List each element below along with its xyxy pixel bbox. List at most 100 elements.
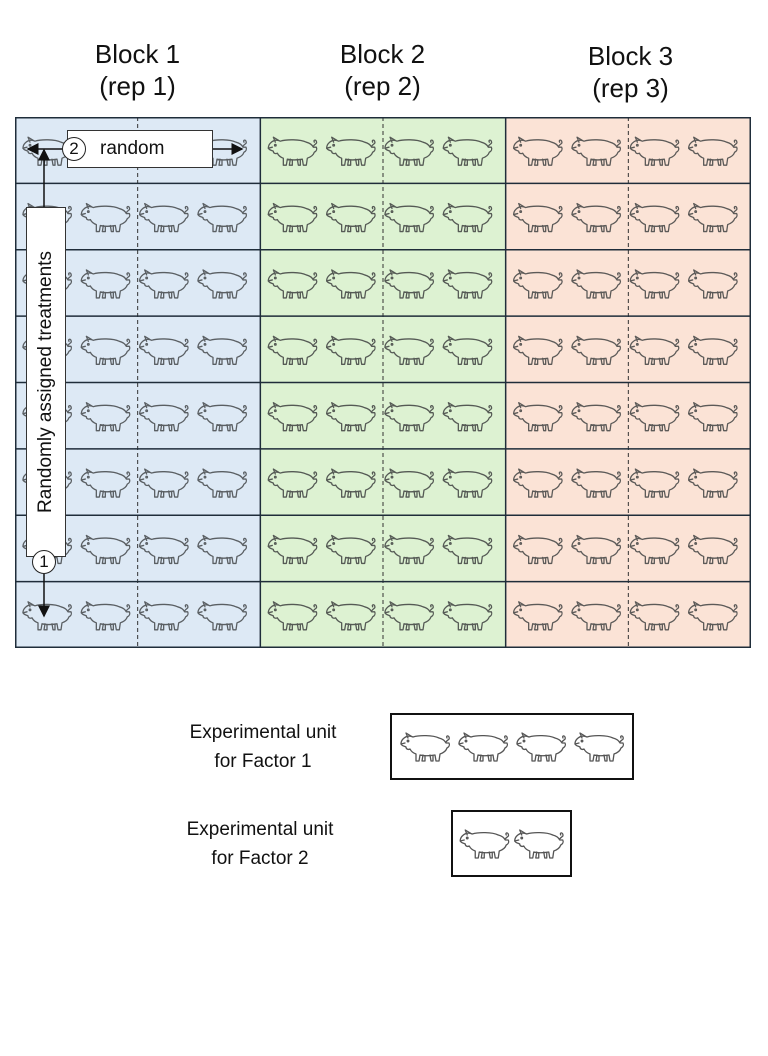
block-3-name: Block 3 (587, 41, 674, 71)
random-label: random (100, 138, 165, 159)
pig-icon (571, 136, 622, 166)
legend-factor-1-unit (390, 713, 634, 780)
pig-icon (267, 136, 318, 166)
pig-icon (688, 402, 738, 432)
pig-icon (197, 202, 248, 233)
pen-row (267, 402, 493, 432)
pen-row (22, 601, 248, 631)
pen-row (513, 269, 738, 299)
pen-row (267, 468, 493, 498)
pig-icon (629, 269, 680, 299)
pig-icon (513, 534, 563, 565)
pen-row (513, 202, 738, 233)
pen-row (267, 136, 493, 166)
pen-row (267, 335, 493, 365)
pig-icon (267, 468, 318, 498)
pig-icon (139, 601, 189, 631)
pig-icon (80, 534, 131, 565)
pig-icon (326, 136, 376, 166)
pig-icon (513, 402, 563, 432)
legend-factor-1-text: Experimental unit for Factor 1 (189, 722, 337, 772)
pig-icon (384, 468, 435, 498)
pig-icon (80, 335, 131, 365)
pig-icon (571, 269, 622, 299)
pig-icon (442, 136, 493, 166)
pen-row (513, 534, 738, 565)
pig-icon (571, 534, 622, 565)
pig-icon (442, 202, 493, 233)
pen-row (513, 402, 738, 432)
pig-icon (80, 601, 131, 631)
pig-icon (267, 269, 318, 299)
pig-icon (688, 335, 738, 365)
legend-factor-2-label: Experimental unit for Factor 2 (160, 815, 360, 873)
pig-icon (267, 202, 318, 233)
pig-icon (513, 335, 563, 365)
legend-factor-2-text: Experimental unit for Factor 2 (186, 819, 334, 869)
pig-icon (629, 468, 680, 498)
pen-row (22, 402, 248, 432)
pen-row (22, 468, 248, 498)
pig-icon (384, 136, 435, 166)
pig-icon (139, 335, 189, 365)
pig-icon (629, 136, 680, 166)
pig-icon (326, 534, 376, 565)
block-3-title: Block 3 (rep 3) (508, 40, 753, 104)
pig-icon (326, 601, 376, 631)
pig-icon (688, 534, 738, 565)
block-2-name: Block 2 (339, 39, 426, 69)
pig-icon (197, 468, 248, 498)
pig-icon (688, 601, 738, 631)
pen-row (267, 202, 493, 233)
pig-icon (513, 269, 563, 299)
pig-icon (688, 269, 738, 299)
pig-icon (688, 468, 738, 498)
legend-factor-1-label: Experimental unit for Factor 1 (163, 718, 363, 776)
pig-icon (139, 402, 189, 432)
pig-icon (513, 136, 563, 166)
pig-icon (688, 202, 738, 233)
pig-icon (384, 402, 435, 432)
pen-row (513, 601, 738, 631)
pig-icon (197, 269, 248, 299)
pig-icon (326, 269, 376, 299)
pig-icon (139, 202, 189, 233)
block-2-rep: (rep 2) (344, 71, 421, 101)
pig-icon (22, 601, 73, 631)
pen-row (267, 601, 493, 631)
pig-icon (80, 202, 131, 233)
grid-outline (15, 117, 751, 648)
pig-icon (442, 269, 493, 299)
pig-icon (629, 402, 680, 432)
pig-icon (442, 402, 493, 432)
random-label-box: random (67, 130, 213, 168)
pig-icon (629, 335, 680, 365)
pig-icon (139, 534, 189, 565)
pig-icon (400, 732, 451, 762)
legend-factor-1-pigs (400, 732, 625, 762)
pig-icon (80, 402, 131, 432)
pig-icon (267, 534, 318, 565)
pig-icon (571, 402, 622, 432)
pig-icon (513, 202, 563, 233)
pig-icon (197, 335, 248, 365)
block-2-title: Block 2 (rep 2) (260, 38, 505, 102)
pig-icon (513, 601, 563, 631)
pig-icon (384, 335, 435, 365)
step-2-badge: 2 (62, 137, 86, 161)
pig-icon (197, 601, 248, 631)
pen-row (513, 335, 738, 365)
pig-icon (442, 335, 493, 365)
pig-icon (384, 601, 435, 631)
pig-icon (513, 468, 563, 498)
pig-icon (80, 269, 131, 299)
pig-icon (571, 468, 622, 498)
pig-icon (442, 534, 493, 565)
pig-icon (629, 202, 680, 233)
treatments-label: Randomly assigned treatments (35, 251, 56, 513)
pig-icon (197, 402, 248, 432)
pig-icon (326, 335, 376, 365)
pig-icon (514, 829, 564, 859)
pig-icon (629, 601, 680, 631)
pen-row (513, 136, 738, 166)
